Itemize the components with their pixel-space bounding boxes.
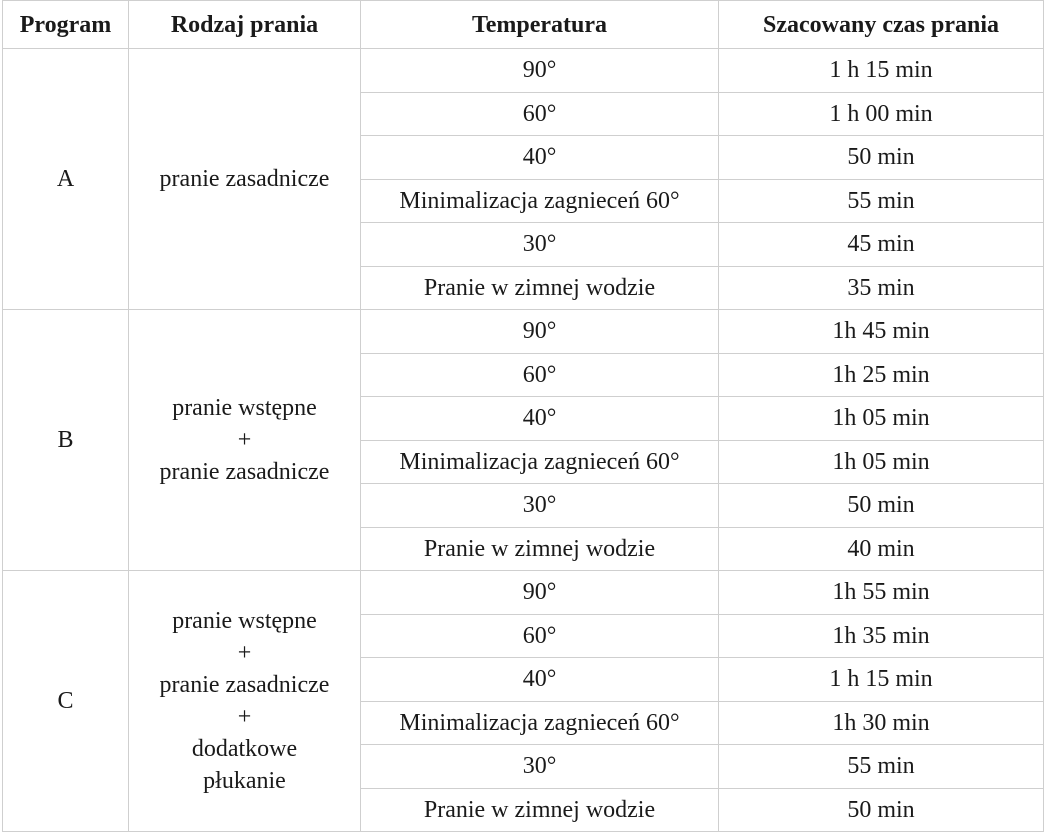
header-cell: Temperatura [360, 0, 719, 49]
program-cell: B [2, 309, 129, 571]
temperature-cell: 90° [360, 570, 719, 615]
wash-type-line: + [237, 640, 252, 666]
temperature-cell: 30° [360, 744, 719, 789]
table-row: 30° 50 min [3, 483, 1044, 528]
time-cell: 50 min [718, 483, 1044, 528]
header-cell: Rodzaj prania [128, 0, 361, 49]
temperature-cell: 60° [360, 613, 719, 658]
table-row: 60° 1h 25 min [3, 352, 1044, 397]
temperature-cell: 60° [360, 352, 719, 397]
temperature-cell: 90° [360, 48, 719, 93]
header-row: Program Rodzaj prania Temperatura Szacowany… [2, 0, 1044, 49]
temperature-cell: Pranie w zimnej wodzie [360, 526, 719, 571]
wash-type-line: pranie wstępne [172, 395, 317, 421]
time-cell: 55 min [718, 178, 1044, 223]
table-row: Pranie w zimnej wodzie 50 min [3, 787, 1044, 832]
time-cell: 1h 05 min [718, 439, 1044, 484]
table-row: 60° 1 h 00 min [3, 91, 1044, 136]
time-cell: 1 h 00 min [718, 91, 1044, 136]
time-cell: 1h 45 min [718, 309, 1044, 354]
table-row: 40° 1 h 15 min [3, 657, 1044, 702]
time-cell: 50 min [718, 787, 1044, 832]
time-cell: 55 min [718, 744, 1044, 789]
wash-type-line: pranie zasadnicze [159, 672, 330, 698]
table-row: 40° 1h 05 min [3, 396, 1044, 441]
time-cell: 1h 35 min [718, 613, 1044, 658]
wash-type-cell: pranie wstępne + pranie zasadnicze [128, 309, 361, 571]
time-cell: 1h 05 min [718, 396, 1044, 441]
wash-type-line: + [237, 704, 252, 730]
table-row: Minimalizacja zagnieceń 60° 1h 30 min [3, 700, 1044, 745]
wash-type-line: + [237, 427, 252, 453]
temperature-cell: 90° [360, 309, 719, 354]
wash-type-line: pranie wstępne [172, 608, 317, 634]
temperature-cell: Pranie w zimnej wodzie [360, 787, 719, 832]
wash-type-line: dodatkowe [191, 736, 298, 762]
table-row: Minimalizacja zagnieceń 60° 1h 05 min [3, 439, 1044, 484]
time-cell: 45 min [718, 222, 1044, 267]
time-cell: 1h 25 min [718, 352, 1044, 397]
time-cell: 35 min [718, 265, 1044, 310]
table-row: Pranie w zimnej wodzie 35 min [3, 265, 1044, 310]
time-cell: 1h 55 min [718, 570, 1044, 615]
temperature-cell: Minimalizacja zagnieceń 60° [360, 700, 719, 745]
wash-type-cell: pranie wstępne + pranie zasadnicze + dodatko… [128, 570, 361, 832]
time-cell: 1 h 15 min [718, 48, 1044, 93]
temperature-cell: 40° [360, 135, 719, 180]
table-row: 30° 55 min [3, 744, 1044, 789]
temperature-cell: Minimalizacja zagnieceń 60° [360, 439, 719, 484]
temperature-cell: 40° [360, 657, 719, 702]
time-cell: 50 min [718, 135, 1044, 180]
time-cell: 1 h 15 min [718, 657, 1044, 702]
program-cell: C [2, 570, 129, 832]
table-row: Pranie w zimnej wodzie 40 min [3, 526, 1044, 571]
temperature-cell: Pranie w zimnej wodzie [360, 265, 719, 310]
temperature-cell: 30° [360, 222, 719, 267]
program-cell: A [2, 48, 129, 310]
temperature-cell: 30° [360, 483, 719, 528]
time-cell: 1h 30 min [718, 700, 1044, 745]
header-cell: Program [2, 0, 129, 49]
time-cell: 40 min [718, 526, 1044, 571]
table-row: 60° 1h 35 min [3, 613, 1044, 658]
header-cell: Szacowany czas prania [718, 0, 1044, 49]
temperature-cell: Minimalizacja zagnieceń 60° [360, 178, 719, 223]
wash-type-line: pranie zasadnicze [159, 166, 330, 192]
temperature-cell: 60° [360, 91, 719, 136]
temperature-cell: 40° [360, 396, 719, 441]
wash-type-line: płukanie [203, 768, 286, 794]
wash-type-cell: pranie zasadnicze [128, 48, 361, 310]
wash-type-line: pranie zasadnicze [159, 459, 330, 485]
